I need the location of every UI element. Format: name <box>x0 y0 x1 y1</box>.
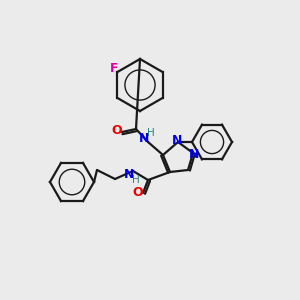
Text: O: O <box>133 187 143 200</box>
Text: N: N <box>139 131 149 145</box>
Text: O: O <box>112 124 122 137</box>
Text: F: F <box>110 61 118 74</box>
Text: N: N <box>124 167 134 181</box>
Text: N: N <box>172 134 182 146</box>
Text: H: H <box>147 128 155 138</box>
Text: H: H <box>132 175 140 185</box>
Text: N: N <box>189 148 199 160</box>
